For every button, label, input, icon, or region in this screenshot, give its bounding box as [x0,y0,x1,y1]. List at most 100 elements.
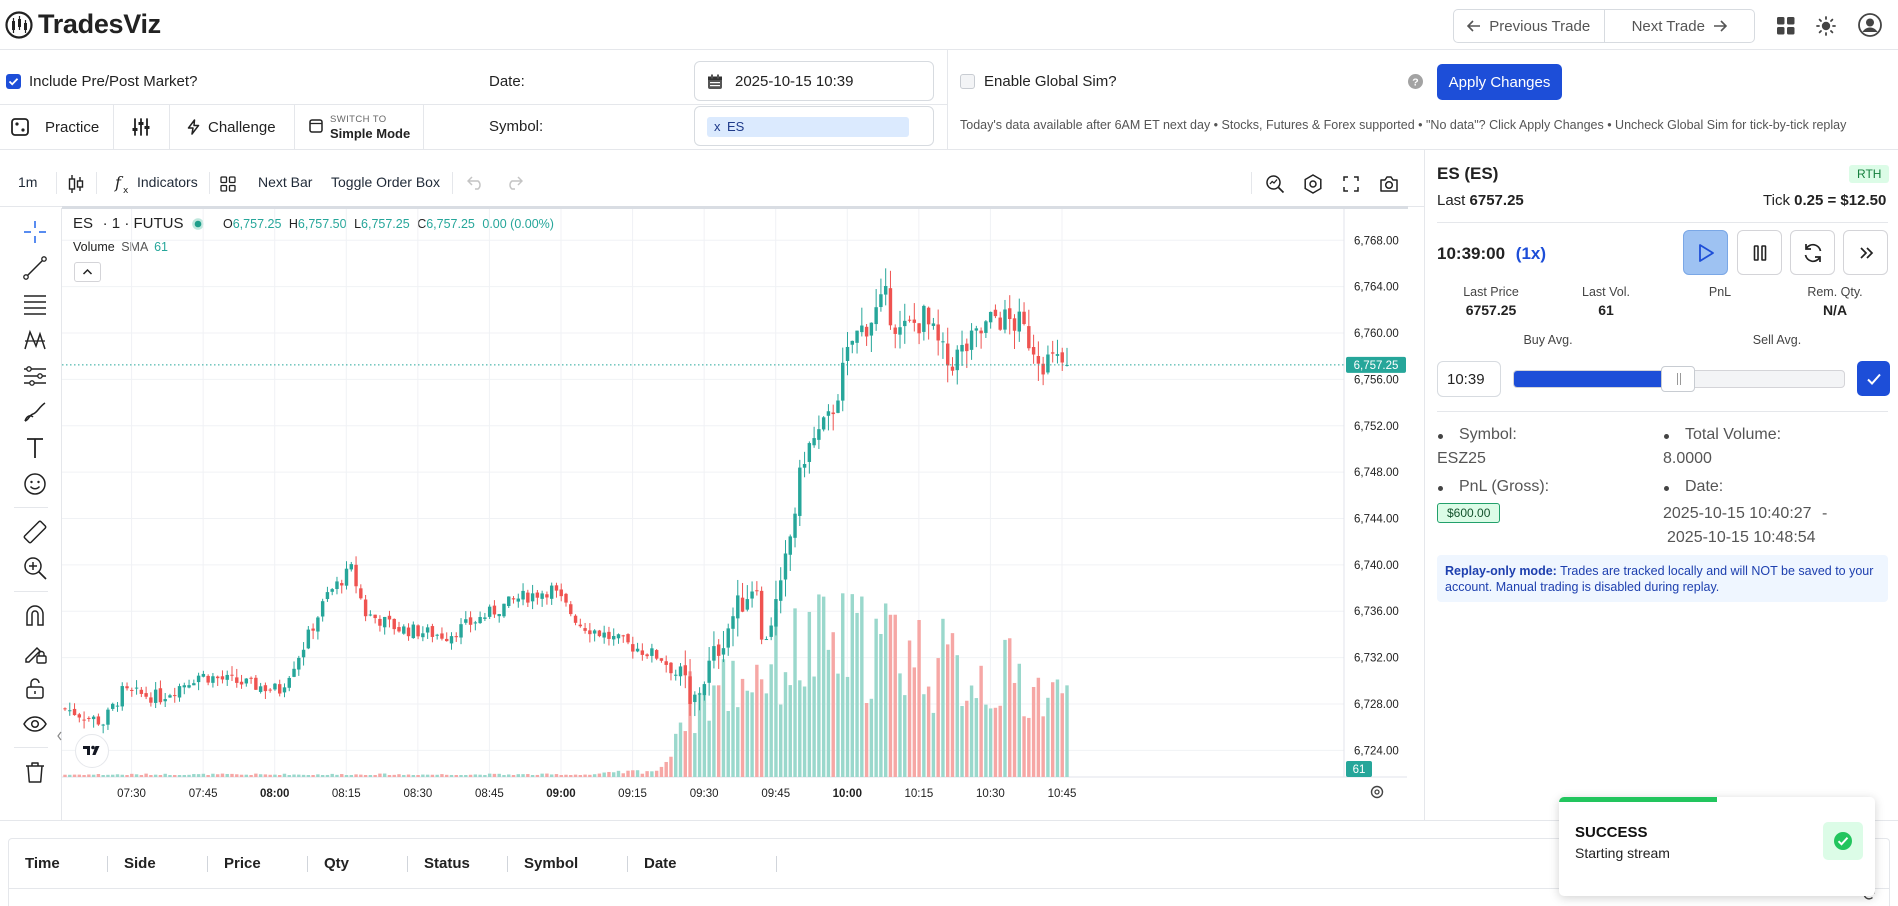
candles-icon[interactable] [67,174,85,194]
redo-icon[interactable] [505,176,523,190]
pause-button[interactable] [1737,230,1782,275]
fast-forward-button[interactable] [1843,230,1888,275]
column-header-date[interactable]: Date [644,855,677,872]
collapse-legend-button[interactable] [74,262,101,282]
brand-name[interactable]: TradesViz [38,9,161,39]
unlock-icon[interactable] [22,675,48,701]
candle-body [569,604,573,615]
candle-body [235,677,239,683]
sliders-icon[interactable] [131,117,151,137]
pattern-icon[interactable] [22,327,48,353]
replay-time-value: 10:39 [1447,371,1485,388]
time-tick-label: 07:30 [117,788,146,800]
undo-icon[interactable] [467,176,485,190]
camera-icon[interactable] [1379,175,1399,193]
column-header-side[interactable]: Side [124,855,156,872]
settings-icon[interactable] [1303,174,1323,194]
user-icon[interactable] [1858,13,1882,37]
volume-bar [831,632,835,777]
replay-speed[interactable]: (1x) [1515,244,1547,263]
global-sim-checkbox[interactable] [960,74,975,89]
brush-icon[interactable] [22,399,48,425]
text-icon[interactable] [22,435,48,461]
indicators-button[interactable]: Indicators [137,174,198,190]
symbol-input[interactable]: x ES [694,106,934,146]
question-icon[interactable]: ? [1408,74,1423,89]
magnet-icon[interactable] [22,603,48,629]
next-bar-button[interactable]: Next Bar [258,174,313,190]
volume-bar [225,773,229,777]
volume-bar [163,773,167,777]
candle-body [258,686,263,692]
candle-body [946,343,950,366]
svg-text:f: f [114,174,124,192]
time-axis[interactable]: 07:30 07:45 08:00 08:15 08:30 08:45 09:00 09:15… [117,788,1076,800]
emoji-icon[interactable] [22,471,48,497]
replay-slider-fill [1514,371,1663,387]
fib-retracement-icon[interactable] [22,291,48,317]
column-header-symbol[interactable]: Symbol [524,855,579,872]
market-status-dot[interactable] [192,218,204,230]
zoom-in-icon[interactable] [22,555,48,581]
previous-trade-button[interactable]: Previous Trade [1454,10,1604,42]
price-chart[interactable]: 6,768.00 6,764.00 6,760.00 6,756.00 6,752.00… [62,209,1407,820]
candle-body [111,703,115,709]
grid-icon[interactable] [1777,17,1795,35]
play-button[interactable] [1683,230,1728,275]
include-prepost-label[interactable]: Include Pre/Post Market? [29,73,198,90]
sun-icon[interactable] [1816,16,1836,36]
time-axis-settings-icon[interactable] [1369,784,1385,800]
volume-bar [936,658,940,777]
volume-bar [726,711,730,777]
eye-icon[interactable] [22,711,48,737]
simple-mode-button[interactable]: SWITCH TO Simple Mode [309,113,419,143]
replay-notice-text: Trades are tracked locally and will NOT … [1445,564,1874,594]
candle-body [206,675,210,683]
price-axis[interactable]: 6,768.00 6,764.00 6,760.00 6,756.00 6,752.00… [1346,235,1406,777]
confirm-button[interactable] [1857,361,1890,396]
column-header-status[interactable]: Status [424,855,470,872]
fullscreen-icon[interactable] [1343,176,1359,192]
replay-time-input[interactable]: 10:39 [1437,361,1501,397]
apply-changes-button[interactable]: Apply Changes [1437,64,1562,100]
global-sim-label[interactable]: Enable Global Sim? [984,73,1117,90]
toggle-order-box-button[interactable]: Toggle Order Box [331,174,440,190]
trend-line-icon[interactable] [22,255,48,281]
symbol-tag-remove[interactable]: x [714,119,721,134]
candle-body [578,624,583,627]
column-header-time[interactable]: Time [25,855,60,872]
candle-body [492,605,497,615]
ruler-icon[interactable] [22,519,48,545]
volume-bar [273,774,277,777]
trash-icon[interactable] [22,759,48,785]
column-header-price[interactable]: Price [224,855,261,872]
volume-label[interactable]: Volume [73,240,115,254]
zoom-chart-icon[interactable] [1265,174,1285,194]
volume-bar [196,774,201,777]
interval-button[interactable]: 1m [18,174,38,190]
volume-bar [134,774,139,777]
lock-drawing-icon[interactable] [22,639,48,665]
layout-icon[interactable] [220,176,236,192]
collapse-toolbar-icon[interactable] [55,724,63,748]
next-trade-button[interactable]: Next Trade [1603,10,1755,42]
bullet [1664,486,1669,491]
challenge-button[interactable]: Challenge [187,110,276,144]
replay-slider[interactable] [1513,366,1845,392]
crosshair-icon[interactable] [22,219,48,245]
legend-symbol[interactable]: ES [73,215,94,232]
volume-bar [626,770,630,777]
tradingview-logo-icon[interactable] [75,734,109,768]
replay-slider-thumb[interactable] [1660,366,1695,392]
candle-body [1027,326,1031,349]
practice-button[interactable]: Practice [11,110,99,144]
success-toast[interactable]: SUCCESS Starting stream [1559,797,1875,896]
include-prepost-checkbox[interactable] [6,74,21,89]
date-input[interactable]: 2025-10-15 10:39 [694,61,934,101]
column-header-qty[interactable]: Qty [324,855,350,872]
restart-button[interactable] [1790,230,1835,275]
logo-icon[interactable] [5,11,33,39]
volume-bar [602,772,606,777]
forecast-icon[interactable] [22,363,48,389]
